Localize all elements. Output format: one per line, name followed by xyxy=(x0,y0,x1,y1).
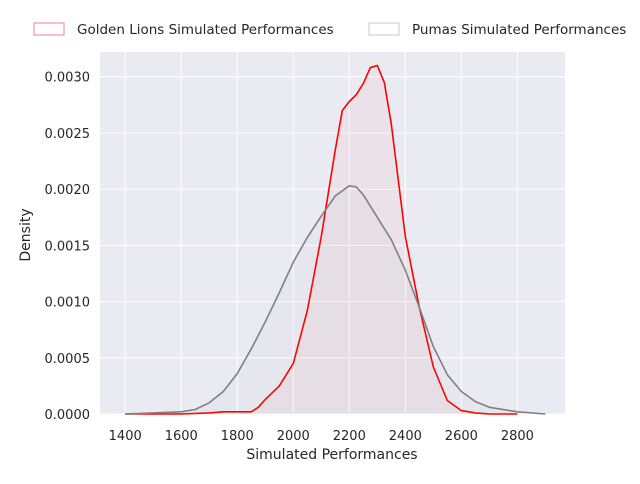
x-tick-label: 1800 xyxy=(221,429,254,444)
series-layer xyxy=(125,64,546,415)
y-tick-label: 0.0025 xyxy=(45,127,91,142)
legend-label: Pumas Simulated Performances xyxy=(412,22,626,38)
y-tick-label: 0.0015 xyxy=(45,239,91,254)
y-axis-label: Density xyxy=(18,208,34,261)
y-axis-ticks: 0.0000 0.0005 0.0010 0.0015 0.0020 0.0025 0.00… xyxy=(45,71,91,423)
y-tick-label: 0.0020 xyxy=(45,183,91,198)
x-tick-label: 1400 xyxy=(109,429,142,444)
legend: Golden Lions Simulated Performances Pumas… xyxy=(33,22,626,38)
x-tick-label: 2400 xyxy=(389,429,422,444)
series-line-1 xyxy=(125,185,546,415)
x-tick-label: 2200 xyxy=(333,429,366,444)
x-axis-label: Simulated Performances xyxy=(246,447,417,463)
x-tick-label: 2000 xyxy=(277,429,310,444)
plot-background xyxy=(100,52,565,414)
y-tick-label: 0.0005 xyxy=(45,352,91,367)
y-tick-label: 0.0030 xyxy=(45,71,91,86)
y-tick-label: 0.0010 xyxy=(45,296,91,311)
x-tick-label: 2600 xyxy=(445,429,478,444)
legend-swatch xyxy=(33,22,65,36)
legend-item: Golden Lions Simulated Performances xyxy=(33,22,334,38)
y-tick-label: 0.0000 xyxy=(45,408,91,423)
legend-swatch xyxy=(368,22,400,36)
series-line-0 xyxy=(125,64,518,415)
x-tick-label: 1600 xyxy=(165,429,198,444)
x-tick-label: 2800 xyxy=(501,429,534,444)
legend-item: Pumas Simulated Performances xyxy=(368,22,626,38)
legend-label: Golden Lions Simulated Performances xyxy=(77,22,334,38)
x-axis-ticks: 1400 1600 1800 2000 2200 2400 2600 2800 xyxy=(109,429,534,444)
